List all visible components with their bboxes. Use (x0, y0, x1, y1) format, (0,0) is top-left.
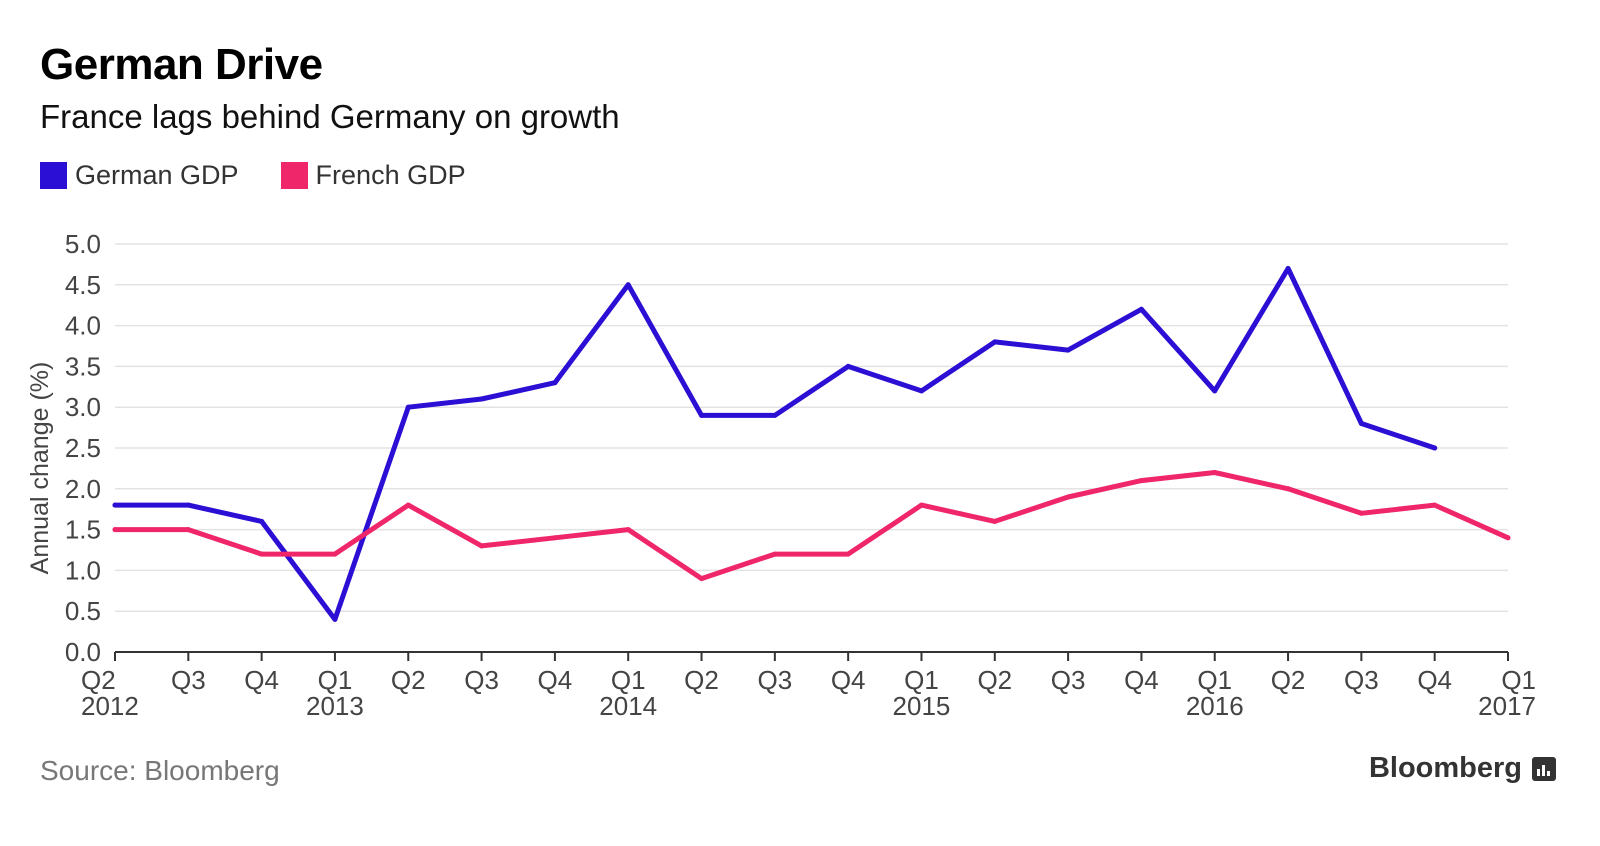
x-tick-label-quarter: Q4 (538, 665, 573, 695)
x-tick-label-quarter: Q2 (391, 665, 426, 695)
x-tick-label-quarter: Q2 (1271, 665, 1306, 695)
y-tick-label: 1.5 (65, 515, 101, 545)
data-point-german-gdp (1285, 265, 1291, 271)
x-tick-label-quarter: Q4 (1417, 665, 1452, 695)
data-point-french-gdp (992, 518, 998, 524)
y-tick-label: 3.5 (65, 351, 101, 381)
legend-item-french-gdp: French GDP (280, 160, 466, 191)
x-tick-label-quarter: Q4 (1124, 665, 1159, 695)
x-tick-label-year: 2016 (1186, 691, 1244, 721)
x-tick-label-quarter: Q3 (464, 665, 499, 695)
legend: German GDP French GDP (40, 160, 508, 191)
x-tick-label-quarter: Q1 (611, 665, 646, 695)
brand-name: Bloomberg (1368, 752, 1522, 784)
data-point-german-gdp (1212, 388, 1218, 394)
legend-item-german-gdp: German GDP (40, 160, 239, 191)
y-tick-label: 3.0 (65, 392, 101, 422)
y-tick-label: 2.0 (65, 474, 101, 504)
data-point-french-gdp (1065, 494, 1071, 500)
data-point-german-gdp (992, 339, 998, 345)
data-point-french-gdp (112, 527, 118, 533)
y-tick-label: 4.0 (65, 311, 101, 341)
x-tick-label-quarter: Q4 (831, 665, 866, 695)
data-point-german-gdp (1358, 421, 1364, 427)
data-point-french-gdp (1285, 486, 1291, 492)
data-point-french-gdp (552, 535, 558, 541)
data-point-german-gdp (918, 388, 924, 394)
series-line-german-gdp (112, 266, 1438, 622)
data-point-german-gdp (552, 380, 558, 386)
x-tick-label-quarter: Q1 (904, 665, 939, 695)
y-tick-label: 1.0 (65, 555, 101, 585)
data-point-french-gdp (332, 551, 338, 557)
data-point-french-gdp (918, 502, 924, 508)
legend-label-german-gdp: German GDP (75, 160, 239, 190)
data-point-german-gdp (112, 502, 118, 508)
data-point-french-gdp (772, 551, 778, 557)
y-tick-label: 0.5 (65, 596, 101, 626)
bloomberg-terminal-icon (1532, 756, 1556, 781)
data-point-french-gdp (1505, 535, 1511, 541)
x-tick-label-quarter: Q1 (318, 665, 353, 695)
data-point-french-gdp (845, 551, 851, 557)
x-tick-label-year: 2015 (893, 691, 951, 721)
data-point-french-gdp (1358, 510, 1364, 516)
chart-subtitle: France lags behind Germany on growth (40, 98, 620, 135)
data-point-french-gdp (405, 502, 411, 508)
legend-swatch-german-gdp (40, 162, 67, 189)
data-point-french-gdp (699, 576, 705, 582)
data-point-french-gdp (185, 527, 191, 533)
x-tick-label-year: 2013 (306, 691, 364, 721)
data-point-french-gdp (625, 527, 631, 533)
x-tick-label-quarter: Q2 (684, 665, 719, 695)
data-point-german-gdp (1432, 445, 1438, 451)
x-tick-label-quarter: Q4 (244, 665, 279, 695)
series-line-french-gdp (112, 470, 1511, 582)
x-tick-label-quarter: Q1 (1501, 665, 1536, 695)
data-point-french-gdp (1138, 478, 1144, 484)
data-point-german-gdp (1138, 306, 1144, 312)
brand-logo: Bloomberg (1369, 752, 1556, 785)
data-point-german-gdp (185, 502, 191, 508)
x-tick-label-year: 2017 (1478, 691, 1536, 721)
data-point-german-gdp (772, 412, 778, 418)
x-tick-label-year: 2014 (599, 691, 657, 721)
chart-title: German Drive (40, 40, 323, 89)
data-point-french-gdp (259, 551, 265, 557)
x-tick-label-quarter: Q3 (757, 665, 792, 695)
data-point-german-gdp (699, 412, 705, 418)
y-tick-label: 4.5 (65, 270, 101, 300)
data-point-german-gdp (845, 363, 851, 369)
legend-label-french-gdp: French GDP (315, 160, 466, 190)
x-tick-label-quarter: Q2 (81, 665, 116, 695)
x-tick-label-year: 2012 (81, 691, 139, 721)
legend-swatch-french-gdp (280, 162, 308, 189)
y-tick-label: 5.0 (65, 229, 101, 259)
y-tick-label: 0.0 (65, 637, 101, 667)
data-point-german-gdp (405, 404, 411, 410)
x-tick-label-quarter: Q1 (1197, 665, 1232, 695)
data-point-french-gdp (1212, 469, 1218, 475)
y-axis-title: Annual change (%) (26, 362, 54, 575)
data-point-french-gdp (1432, 502, 1438, 508)
data-point-german-gdp (625, 282, 631, 288)
data-point-french-gdp (479, 543, 485, 549)
x-tick-label-quarter: Q3 (1344, 665, 1379, 695)
y-tick-label: 2.5 (65, 433, 101, 463)
x-tick-label-quarter: Q3 (1051, 665, 1086, 695)
data-point-german-gdp (1065, 347, 1071, 353)
data-point-german-gdp (332, 616, 338, 622)
data-point-german-gdp (479, 396, 485, 402)
data-point-german-gdp (259, 518, 265, 524)
x-tick-label-quarter: Q3 (171, 665, 206, 695)
x-tick-label-quarter: Q2 (977, 665, 1012, 695)
source-note: Source: Bloomberg (40, 755, 280, 786)
